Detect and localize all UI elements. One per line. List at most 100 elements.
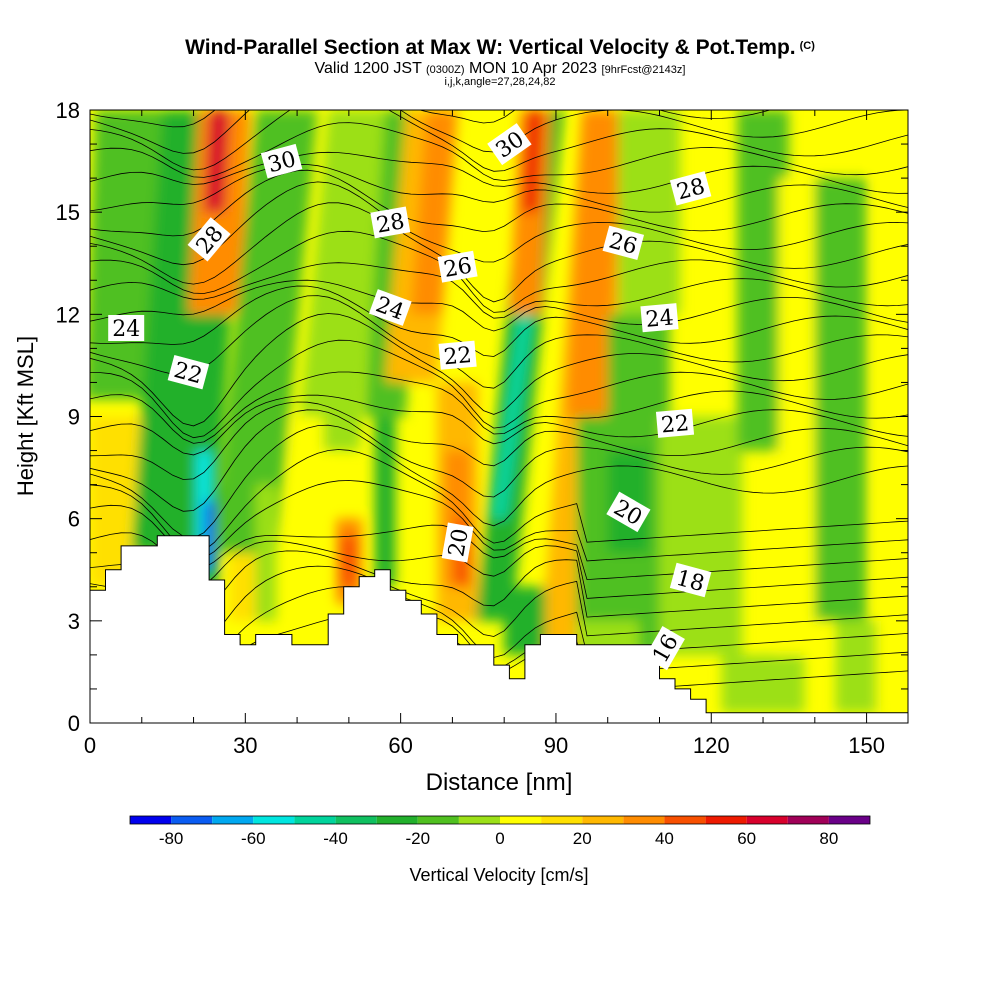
field-band (255, 484, 277, 621)
colorbar-tick-label: 60 (737, 829, 756, 848)
colorbar-swatch (541, 816, 583, 824)
contour-label-text: 22 (660, 411, 690, 438)
isentrope (90, 449, 908, 554)
field-band (90, 416, 132, 587)
contour-label: 24 (108, 315, 145, 342)
isentrope (90, 524, 908, 581)
isentrope (90, 285, 908, 357)
chart-title: Wind-Parallel Section at Max W: Vertical… (185, 36, 815, 59)
field-band (203, 110, 230, 213)
colorbar-tick-label: 80 (819, 829, 838, 848)
isentrope (90, 295, 908, 389)
colorbar-swatch (294, 816, 336, 824)
isentrope (90, 230, 908, 313)
colorbar-swatch (705, 816, 747, 824)
valid-time-subtitle: Valid 1200 JST (0300Z) MON 10 Apr 2023 [… (314, 60, 686, 77)
terrain-mask (89, 535, 909, 724)
y-tick-label: 18 (56, 98, 80, 123)
isentrope (90, 202, 908, 303)
x-axis: 0 30 60 90 120 150 (84, 110, 885, 758)
field-band (876, 110, 908, 713)
colorbar-swatch (130, 816, 172, 824)
x-tick-label: 90 (544, 733, 568, 758)
isentrope (90, 163, 908, 213)
contour-label: 28 (669, 171, 712, 206)
contour-label: 22 (167, 354, 210, 390)
isentrope (90, 371, 908, 444)
isentrope (90, 480, 908, 562)
colorbar-swatch (746, 816, 788, 824)
colorbar-swatch (787, 816, 829, 824)
isentrope (90, 394, 908, 456)
y-tick-label: 9 (68, 405, 80, 430)
colorbar-swatch (828, 816, 870, 824)
contour-label: 20 (441, 522, 474, 563)
colorbar-tick-label: 0 (495, 829, 504, 848)
x-tick-label: 120 (693, 733, 730, 758)
colorbar-label: Vertical Velocity [cm/s] (409, 865, 588, 885)
isentrope (90, 279, 908, 332)
colorbar-tick-label: -80 (159, 829, 184, 848)
isentrope (90, 565, 908, 652)
contour-label-text: 26 (442, 253, 474, 282)
colorbar-tick-label: -60 (241, 829, 266, 848)
contour-label: 28 (370, 206, 411, 239)
contour-label-text: 28 (375, 209, 407, 238)
velocity-field (90, 110, 908, 723)
y-tick-label: 0 (68, 711, 80, 736)
colorbar-swatch (623, 816, 665, 824)
colorbar-tick-label: 40 (655, 829, 674, 848)
y-axis-label: Height [Kft MSL] (13, 336, 38, 496)
colorbar-swatch (171, 816, 213, 824)
colorbar-tick-label: -40 (323, 829, 348, 848)
isentrope (90, 313, 908, 427)
isentrope (90, 110, 908, 172)
contour-label: 26 (437, 250, 478, 283)
contour-label-text: 24 (645, 306, 675, 333)
field-band (291, 416, 323, 621)
colorbar-swatch (664, 816, 706, 824)
y-tick-label: 6 (68, 507, 80, 532)
colorbar-tick-label: -20 (405, 829, 430, 848)
copyright-mark: (C) (799, 40, 815, 52)
x-tick-label: 60 (388, 733, 412, 758)
isentrope (90, 169, 908, 237)
x-axis-label: Distance [nm] (426, 769, 573, 796)
isentrope (90, 409, 908, 512)
colorbar: -80 -60 -40 -20 0 20 40 60 80 (129, 815, 871, 848)
isentrope (90, 122, 908, 182)
contour-label: 22 (438, 340, 477, 370)
colorbar-swatch (335, 816, 377, 824)
colorbar-swatch (253, 816, 295, 824)
contour-label-text: 22 (443, 343, 473, 370)
colorbar-tick-label: 20 (573, 829, 592, 848)
colorbar-swatch (458, 816, 500, 824)
isentrope (90, 424, 908, 539)
isentrope (90, 401, 908, 480)
field-band (522, 110, 543, 213)
contour-label: 24 (368, 289, 412, 326)
x-tick-label: 0 (84, 733, 96, 758)
field-band (721, 654, 805, 713)
field-band (214, 110, 318, 553)
x-tick-label: 150 (848, 733, 885, 758)
y-tick-label: 15 (56, 200, 80, 225)
isentrope (90, 181, 908, 266)
isentrope (90, 110, 772, 128)
y-tick-label: 12 (56, 302, 80, 327)
isentrope (90, 540, 908, 599)
field-band (504, 586, 546, 655)
colorbar-swatch (417, 816, 459, 824)
field-band (341, 535, 357, 587)
contour-label: 24 (640, 303, 679, 333)
isentrope (90, 151, 908, 194)
colorbar-swatch (582, 816, 624, 824)
field-band (814, 178, 867, 621)
indices-subtitle: i,j,k,angle=27,28,24,82 (444, 76, 556, 88)
x-tick-label: 30 (233, 733, 257, 758)
field-band (297, 110, 391, 451)
field-band (491, 280, 538, 519)
isentrope-lines (90, 110, 908, 693)
